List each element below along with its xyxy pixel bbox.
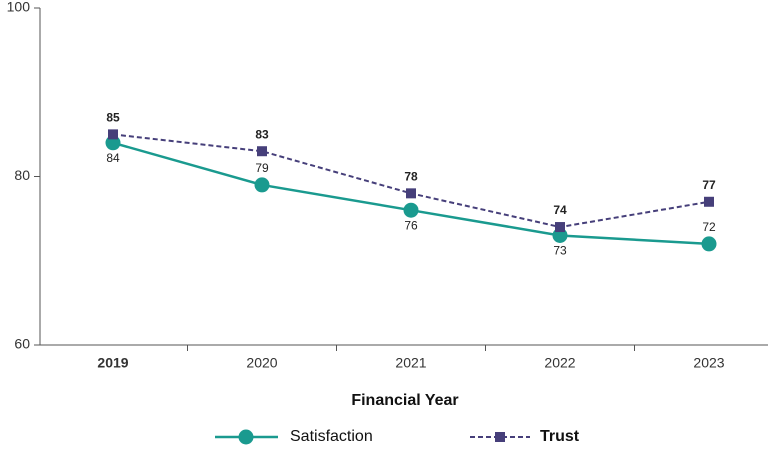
legend-label: Satisfaction [290,428,373,445]
value-label: 85 [106,111,120,125]
y-tick-label: 80 [14,167,30,183]
point [254,177,270,193]
y-tick-label: 60 [14,336,30,352]
y-tick-label: 100 [7,0,31,15]
value-label: 78 [404,170,418,184]
value-label: 84 [106,151,120,165]
x-axis-title: Financial Year [351,392,458,409]
value-label: 79 [255,161,269,175]
value-label: 72 [702,220,716,234]
legend-label: Trust [540,428,580,445]
point [257,146,267,157]
x-tick-label: 2021 [395,355,426,371]
point [406,188,416,199]
x-tick-label: 2022 [544,355,575,371]
value-label: 74 [553,203,567,217]
value-label: 83 [255,127,269,141]
x-tick-label: 2019 [97,355,128,371]
legend-marker [495,432,505,442]
legend-marker [238,429,254,445]
point [555,222,565,233]
value-label: 76 [404,218,418,232]
point [403,202,419,218]
x-tick-label: 2020 [246,355,277,371]
point [704,196,714,207]
point [701,236,717,252]
value-label: 73 [553,244,567,258]
value-label: 77 [702,178,716,192]
point [108,129,118,140]
x-tick-label: 2023 [693,355,724,371]
